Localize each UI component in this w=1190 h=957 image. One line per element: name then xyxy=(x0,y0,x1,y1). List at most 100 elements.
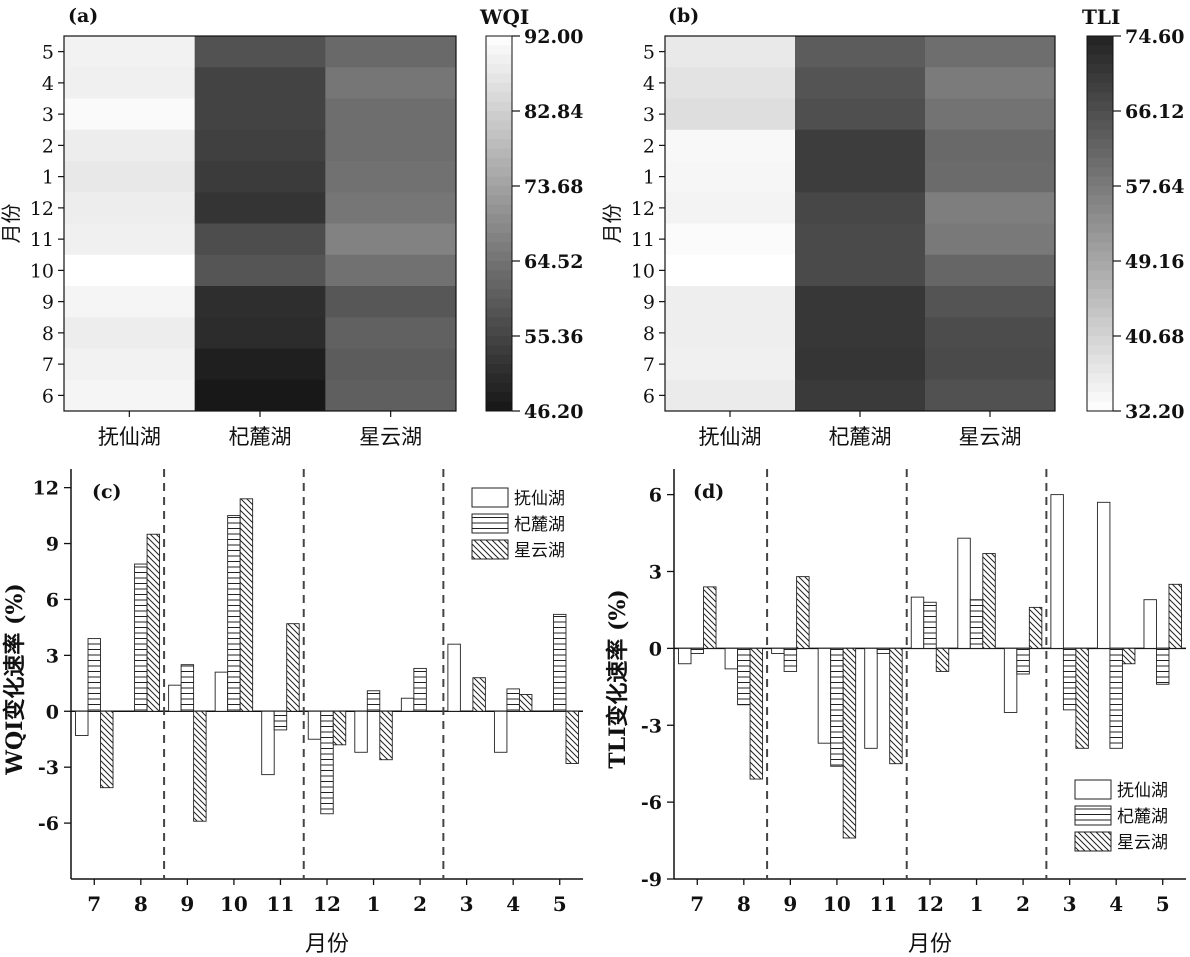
colorbar-segment xyxy=(1087,317,1113,328)
colorbar-segment xyxy=(1087,279,1113,290)
heatmap-cell xyxy=(665,379,796,412)
x-tick-label: 9 xyxy=(783,892,797,916)
y-tick-label: -6 xyxy=(641,792,662,814)
colorbar-segment xyxy=(486,139,512,149)
bar-horizontal xyxy=(87,638,101,712)
colorbar-segment xyxy=(486,167,512,178)
heatmap-cell xyxy=(194,379,326,412)
heatmap-cell xyxy=(925,317,1056,349)
heatmap-cell xyxy=(795,223,926,256)
colorbar-segment xyxy=(486,214,512,224)
y-tick-label: 3 xyxy=(42,104,54,126)
colorbar-segment xyxy=(486,92,512,103)
heatmap-cell xyxy=(325,223,457,256)
colorbar-segment xyxy=(1087,111,1113,121)
heatmap-cell xyxy=(325,129,457,162)
colorbar-segment xyxy=(1087,392,1113,403)
bar-diagonal xyxy=(982,553,996,649)
colorbar-segment xyxy=(1087,157,1113,168)
heatmap-cell xyxy=(64,36,196,68)
y-tick-label: 2 xyxy=(643,135,655,157)
heatmap-cell xyxy=(795,67,926,99)
x-tick-label: 4 xyxy=(506,892,520,916)
colorbar-segment xyxy=(486,270,512,281)
heatmap-cell xyxy=(665,161,796,193)
bar-horizontal xyxy=(969,599,984,649)
legend-label: 抚仙湖 xyxy=(514,489,565,509)
heatmap-cell xyxy=(665,129,796,162)
heatmap-cell xyxy=(64,286,196,318)
bar-empty xyxy=(354,710,368,753)
bar-empty xyxy=(214,671,229,712)
colorbar-segment xyxy=(1087,307,1113,318)
colorbar-segment xyxy=(1087,382,1113,393)
y-tick-label: 12 xyxy=(30,198,54,220)
bar-empty xyxy=(1003,647,1018,713)
colorbar-segment xyxy=(1087,82,1113,93)
bar-horizontal xyxy=(876,647,891,654)
heatmap-cell xyxy=(925,254,1056,287)
x-tick-label: 星云湖 xyxy=(359,425,422,449)
colorbar-segment xyxy=(1087,289,1113,299)
colorbar-segment xyxy=(1087,45,1113,56)
y-tick-label: 11 xyxy=(30,229,54,251)
heatmap-cell xyxy=(64,348,196,381)
colorbar-title: WQI xyxy=(479,5,529,29)
y-tick-label: 10 xyxy=(30,260,54,282)
bar-empty xyxy=(910,596,925,649)
bar-horizontal xyxy=(923,601,937,649)
colorbar-segment xyxy=(1087,354,1113,365)
y-axis-label: WQI变化速率 (%) xyxy=(2,583,28,776)
bar-empty xyxy=(1096,501,1111,649)
colorbar-segment xyxy=(486,336,512,346)
colorbar-segment xyxy=(486,364,512,374)
colorbar-tick-label: 92.00 xyxy=(524,26,584,48)
colorbar-segment xyxy=(486,111,512,121)
colorbar-segment xyxy=(1087,261,1113,271)
colorbar-segment xyxy=(1087,298,1113,309)
x-tick-label: 1 xyxy=(970,892,984,916)
bar-empty xyxy=(307,710,322,740)
y-tick-label: 9 xyxy=(46,534,59,556)
colorbar-segment xyxy=(486,204,512,215)
heatmap-cell xyxy=(795,379,926,412)
colorbar-segment xyxy=(486,176,512,187)
colorbar-segment xyxy=(486,317,512,328)
heatmap-cell xyxy=(325,161,457,193)
y-tick-label: 5 xyxy=(42,42,54,64)
bar-horizontal xyxy=(413,667,427,712)
colorbar-segment xyxy=(486,242,512,253)
bar-diagonal xyxy=(286,623,300,712)
colorbar-segment xyxy=(1087,204,1113,215)
bar-empty xyxy=(168,684,182,712)
bar-empty xyxy=(493,710,508,753)
y-tick-label: 6 xyxy=(643,385,655,407)
colorbar-segment xyxy=(486,354,512,365)
colorbar-tick-label: 32.20 xyxy=(1125,401,1185,423)
colorbar-title: TLI xyxy=(1082,5,1120,29)
x-tick-label: 11 xyxy=(870,892,898,916)
heatmap-cell xyxy=(64,67,196,99)
y-tick-label: 3 xyxy=(649,562,662,584)
colorbar-segment xyxy=(486,129,512,140)
bar-horizontal xyxy=(1156,647,1170,685)
colorbar-segment xyxy=(1087,401,1113,412)
y-axis-label: TLI变化速率 (%) xyxy=(605,589,631,769)
y-tick-label: 12 xyxy=(33,478,59,500)
y-tick-label: 7 xyxy=(42,354,54,376)
bar-horizontal xyxy=(506,688,520,712)
heatmap-cell xyxy=(795,98,926,131)
x-tick-label: 抚仙湖 xyxy=(98,425,161,449)
bar-diagonal xyxy=(935,647,950,672)
bar-diagonal xyxy=(565,710,579,764)
y-tick-label: 9 xyxy=(42,292,54,314)
colorbar-tick-label: 64.52 xyxy=(524,251,584,273)
y-tick-label: 6 xyxy=(649,485,662,507)
colorbar-segment xyxy=(1087,373,1113,384)
y-axis-label: 月份 xyxy=(600,204,624,244)
y-tick-label: 6 xyxy=(46,589,59,611)
